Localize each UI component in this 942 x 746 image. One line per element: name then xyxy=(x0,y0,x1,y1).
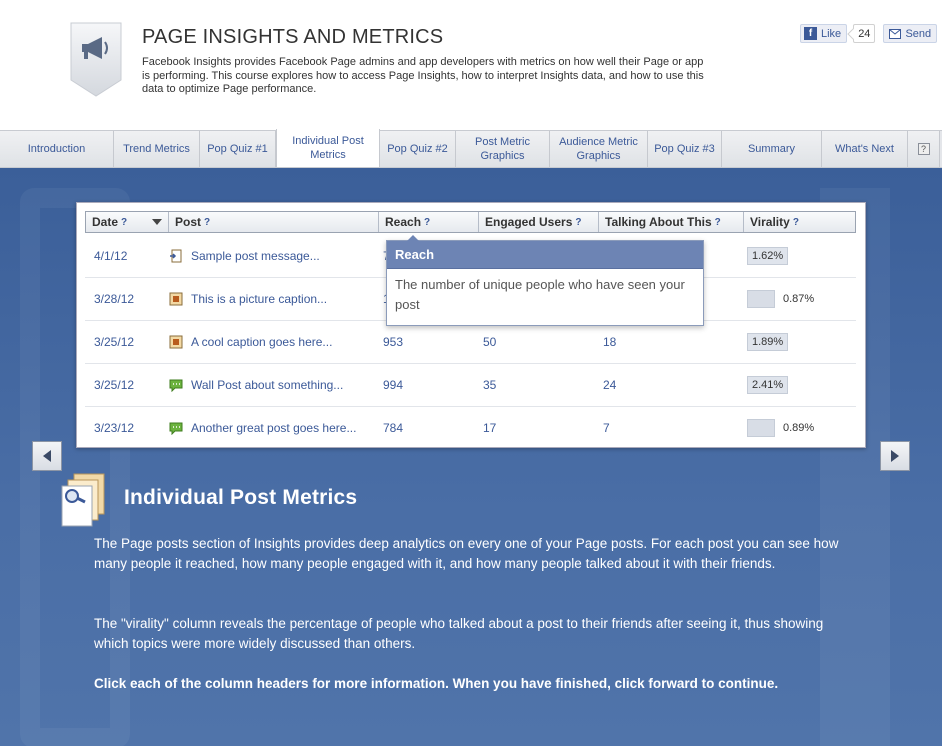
virality-bar xyxy=(747,290,775,308)
table-header: Date? Post? Reach? Engaged Users? Talkin… xyxy=(85,211,856,233)
post-link: Wall Post about something... xyxy=(191,378,344,392)
post-cell[interactable]: Sample post message... xyxy=(169,235,320,277)
post-cell[interactable]: Wall Post about something... xyxy=(169,364,343,406)
virality-cell: 0.89% xyxy=(747,407,814,449)
virality-value: 1.62% xyxy=(747,247,789,265)
table-row[interactable]: 3/23/12 Another great post goes here... … xyxy=(85,407,856,450)
tab-trend-metrics[interactable]: Trend Metrics xyxy=(114,131,200,167)
date-cell: 3/23/12 xyxy=(94,421,135,435)
envelope-icon xyxy=(889,28,902,39)
reach-cell: 994 xyxy=(383,378,404,392)
virality-cell: 1.89% xyxy=(747,321,789,363)
help-mark: ? xyxy=(792,216,799,228)
facebook-social-widget: f Like 24 Send xyxy=(800,24,938,43)
tab-pop-quiz-3[interactable]: Pop Quiz #3 xyxy=(648,131,722,167)
virality-value: 0.87% xyxy=(783,293,815,305)
tooltip-arrow xyxy=(407,235,419,241)
next-button[interactable] xyxy=(880,441,910,471)
help-mark: ? xyxy=(424,216,431,228)
tab-whats-next[interactable]: What's Next xyxy=(822,131,908,167)
wall-post-icon xyxy=(169,421,183,435)
post-cell[interactable]: This is a picture caption... xyxy=(169,278,327,320)
tab-audience-metric-graphics[interactable]: Audience Metric Graphics xyxy=(550,131,648,167)
column-header-virality[interactable]: Virality? xyxy=(750,215,799,229)
help-tab[interactable]: ? xyxy=(908,131,940,167)
like-button[interactable]: f Like xyxy=(800,24,848,43)
column-header-reach[interactable]: Reach? xyxy=(379,212,479,232)
date-cell: 3/25/12 xyxy=(94,335,135,349)
post-link: A cool caption goes here... xyxy=(191,335,333,349)
instruction-text: Click each of the column headers for mor… xyxy=(94,676,779,691)
post-cell[interactable]: A cool caption goes here... xyxy=(169,321,332,363)
engaged-users-cell: 17 xyxy=(483,421,497,435)
talking-about-cell: 18 xyxy=(603,335,617,349)
previous-button[interactable] xyxy=(32,441,62,471)
tab-post-metric-graphics[interactable]: Post Metric Graphics xyxy=(456,131,550,167)
wall-post-icon xyxy=(169,378,183,392)
date-cell: 4/1/12 xyxy=(94,249,128,263)
sort-arrow-icon xyxy=(152,219,162,225)
help-icon: ? xyxy=(917,143,930,155)
virality-cell: 2.41% xyxy=(747,364,789,406)
post-cell[interactable]: Another great post goes here... xyxy=(169,407,356,449)
arrow-left-icon xyxy=(43,450,51,462)
course-header: PAGE INSIGHTS AND METRICS Facebook Insig… xyxy=(0,0,942,130)
virality-bar xyxy=(747,419,775,437)
tab-pop-quiz-1[interactable]: Pop Quiz #1 xyxy=(200,131,276,167)
photo-icon xyxy=(169,335,183,349)
virality-value: 0.89% xyxy=(783,422,815,434)
megaphone-badge-icon xyxy=(70,22,122,97)
document-magnifier-icon xyxy=(61,473,105,527)
send-label: Send xyxy=(905,27,932,40)
course-tab-bar: Introduction Trend Metrics Pop Quiz #1 I… xyxy=(0,129,942,168)
help-mark: ? xyxy=(204,216,211,228)
facebook-f-icon: f xyxy=(804,27,817,40)
help-mark: ? xyxy=(575,216,582,228)
help-mark: ? xyxy=(121,216,128,228)
column-header-engaged-users[interactable]: Engaged Users? xyxy=(479,212,599,232)
help-mark: ? xyxy=(714,216,721,228)
post-link: This is a picture caption... xyxy=(191,292,328,306)
talking-about-cell: 24 xyxy=(603,378,617,392)
table-row[interactable]: 3/25/12 A cool caption goes here... 953 … xyxy=(85,321,856,364)
virality-cell: 1.62% xyxy=(747,235,789,277)
section-paragraph: The "virality" column reveals the percen… xyxy=(94,616,824,651)
tab-pop-quiz-2[interactable]: Pop Quiz #2 xyxy=(380,131,456,167)
lesson-content-area: Date? Post? Reach? Engaged Users? Talkin… xyxy=(0,168,942,746)
post-link: Sample post message... xyxy=(191,249,320,263)
tab-summary[interactable]: Summary xyxy=(722,131,822,167)
engaged-users-cell: 35 xyxy=(483,378,497,392)
status-icon xyxy=(169,249,183,263)
date-cell: 3/28/12 xyxy=(94,292,135,306)
reach-tooltip: Reach The number of unique people who ha… xyxy=(386,235,704,326)
reach-cell: 953 xyxy=(383,335,404,349)
photo-icon xyxy=(169,292,183,306)
arrow-right-icon xyxy=(891,450,899,462)
like-count: 24 xyxy=(853,24,876,43)
tab-introduction[interactable]: Introduction xyxy=(0,131,114,167)
section-title: Individual Post Metrics xyxy=(124,486,358,509)
virality-value: 2.41% xyxy=(747,376,789,394)
reach-cell: 784 xyxy=(383,421,404,435)
column-header-post[interactable]: Post? xyxy=(169,212,379,232)
engaged-users-cell: 50 xyxy=(483,335,497,349)
tooltip-body: The number of unique people who have see… xyxy=(395,277,685,312)
page-title: PAGE INSIGHTS AND METRICS xyxy=(142,26,444,48)
virality-cell: 0.87% xyxy=(747,278,814,320)
page-description: Facebook Insights provides Facebook Page… xyxy=(142,56,704,95)
date-cell: 3/25/12 xyxy=(94,378,135,392)
virality-value: 1.89% xyxy=(747,333,789,351)
column-header-talking-about-this[interactable]: Talking About This? xyxy=(599,212,744,232)
talking-about-cell: 7 xyxy=(603,421,610,435)
tooltip-title: Reach xyxy=(387,241,703,269)
section-paragraph: The Page posts section of Insights provi… xyxy=(94,536,839,571)
column-header-date[interactable]: Date? xyxy=(86,212,169,232)
send-button[interactable]: Send xyxy=(883,24,938,43)
post-link: Another great post goes here... xyxy=(191,421,357,435)
tab-individual-post-metrics[interactable]: Individual Post Metrics xyxy=(276,129,380,167)
like-label: Like xyxy=(821,27,842,40)
table-row[interactable]: 3/25/12 Wall Post about something... 994… xyxy=(85,364,856,407)
